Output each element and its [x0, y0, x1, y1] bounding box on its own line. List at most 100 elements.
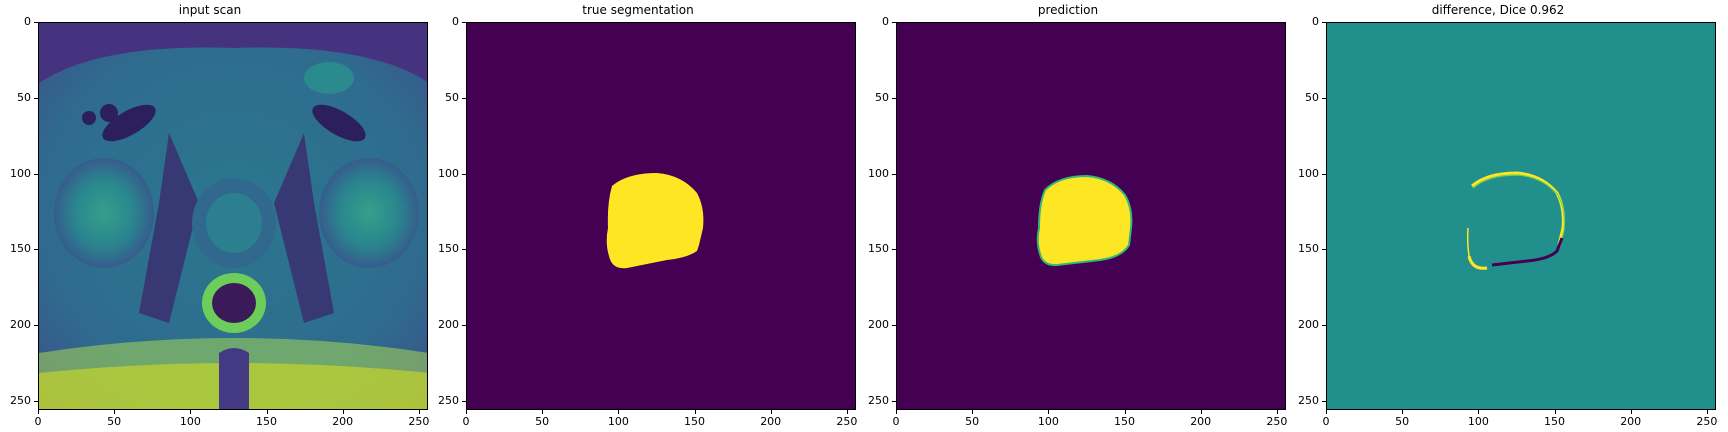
predicted-mask-graphic [897, 23, 1286, 410]
y-tick-mark [892, 249, 896, 250]
y-tick-label: 0 [429, 15, 459, 28]
x-tick-label: 100 [603, 415, 633, 428]
y-tick-mark [1322, 174, 1326, 175]
x-tick-mark [1326, 410, 1327, 414]
panel-title: input scan [0, 3, 420, 17]
true-mask-graphic [467, 23, 856, 410]
y-tick-mark [892, 22, 896, 23]
x-tick-label: 50 [957, 415, 987, 428]
y-tick-label: 200 [1, 318, 31, 331]
x-tick-label: 250 [832, 415, 862, 428]
x-tick-label: 0 [23, 415, 53, 428]
panel-difference: difference, Dice 0.962 [1288, 0, 1708, 432]
x-tick-label: 0 [1311, 415, 1341, 428]
x-tick-mark [1707, 410, 1708, 414]
y-tick-label: 200 [859, 318, 889, 331]
x-tick-mark [1555, 410, 1556, 414]
x-tick-mark [190, 410, 191, 414]
y-tick-mark [462, 22, 466, 23]
x-tick-mark [1402, 410, 1403, 414]
panel-title: true segmentation [428, 3, 848, 17]
y-tick-label: 100 [1289, 167, 1319, 180]
x-tick-label: 150 [1110, 415, 1140, 428]
y-tick-mark [1322, 401, 1326, 402]
panel-title: prediction [858, 3, 1278, 17]
x-tick-mark [771, 410, 772, 414]
y-tick-mark [1322, 249, 1326, 250]
y-tick-label: 250 [429, 394, 459, 407]
x-tick-mark [542, 410, 543, 414]
y-tick-label: 200 [1289, 318, 1319, 331]
y-tick-mark [34, 174, 38, 175]
x-tick-label: 0 [881, 415, 911, 428]
x-tick-label: 250 [1692, 415, 1722, 428]
x-tick-mark [1201, 410, 1202, 414]
y-tick-label: 250 [859, 394, 889, 407]
x-tick-mark [343, 410, 344, 414]
x-tick-mark [896, 410, 897, 414]
difference-graphic [1327, 23, 1716, 410]
x-tick-mark [114, 410, 115, 414]
y-tick-mark [462, 174, 466, 175]
y-tick-label: 150 [1, 242, 31, 255]
y-tick-mark [1322, 98, 1326, 99]
x-tick-mark [419, 410, 420, 414]
y-tick-mark [34, 22, 38, 23]
x-tick-label: 100 [1033, 415, 1063, 428]
x-tick-label: 200 [328, 415, 358, 428]
y-tick-label: 50 [1, 91, 31, 104]
x-tick-mark [972, 410, 973, 414]
y-tick-mark [462, 98, 466, 99]
y-tick-mark [34, 249, 38, 250]
x-tick-label: 50 [1387, 415, 1417, 428]
panel-prediction: prediction [858, 0, 1278, 432]
y-tick-mark [1322, 325, 1326, 326]
y-tick-mark [34, 98, 38, 99]
y-tick-label: 50 [859, 91, 889, 104]
y-tick-mark [462, 249, 466, 250]
x-tick-mark [1478, 410, 1479, 414]
x-tick-mark [267, 410, 268, 414]
prediction-image [896, 22, 1286, 410]
panel-true-segmentation: true segmentation [428, 0, 848, 432]
y-tick-mark [34, 401, 38, 402]
y-tick-mark [1322, 22, 1326, 23]
x-tick-mark [1125, 410, 1126, 414]
x-tick-label: 250 [1262, 415, 1292, 428]
y-tick-mark [892, 174, 896, 175]
y-tick-label: 150 [1289, 242, 1319, 255]
y-tick-label: 100 [859, 167, 889, 180]
x-tick-label: 0 [451, 415, 481, 428]
y-tick-label: 250 [1, 394, 31, 407]
x-tick-label: 150 [252, 415, 282, 428]
x-tick-label: 200 [756, 415, 786, 428]
y-tick-label: 250 [1289, 394, 1319, 407]
x-tick-mark [466, 410, 467, 414]
segmentation-image [466, 22, 856, 410]
x-tick-mark [695, 410, 696, 414]
y-tick-label: 0 [1, 15, 31, 28]
panel-input-scan: input scan [0, 0, 420, 432]
x-tick-mark [1631, 410, 1632, 414]
y-tick-mark [462, 325, 466, 326]
x-tick-mark [38, 410, 39, 414]
y-tick-label: 50 [1289, 91, 1319, 104]
difference-image [1326, 22, 1716, 410]
x-tick-mark [847, 410, 848, 414]
y-tick-mark [892, 401, 896, 402]
y-tick-label: 0 [1289, 15, 1319, 28]
y-tick-label: 50 [429, 91, 459, 104]
x-tick-label: 50 [99, 415, 129, 428]
y-tick-label: 150 [859, 242, 889, 255]
mri-scan-graphic [39, 23, 428, 410]
y-tick-label: 100 [1, 167, 31, 180]
y-tick-mark [892, 98, 896, 99]
x-tick-label: 150 [1540, 415, 1570, 428]
y-tick-label: 200 [429, 318, 459, 331]
mri-image [38, 22, 428, 410]
x-tick-label: 150 [680, 415, 710, 428]
x-tick-label: 50 [527, 415, 557, 428]
y-tick-label: 100 [429, 167, 459, 180]
panel-title: difference, Dice 0.962 [1288, 3, 1708, 17]
y-tick-mark [34, 325, 38, 326]
